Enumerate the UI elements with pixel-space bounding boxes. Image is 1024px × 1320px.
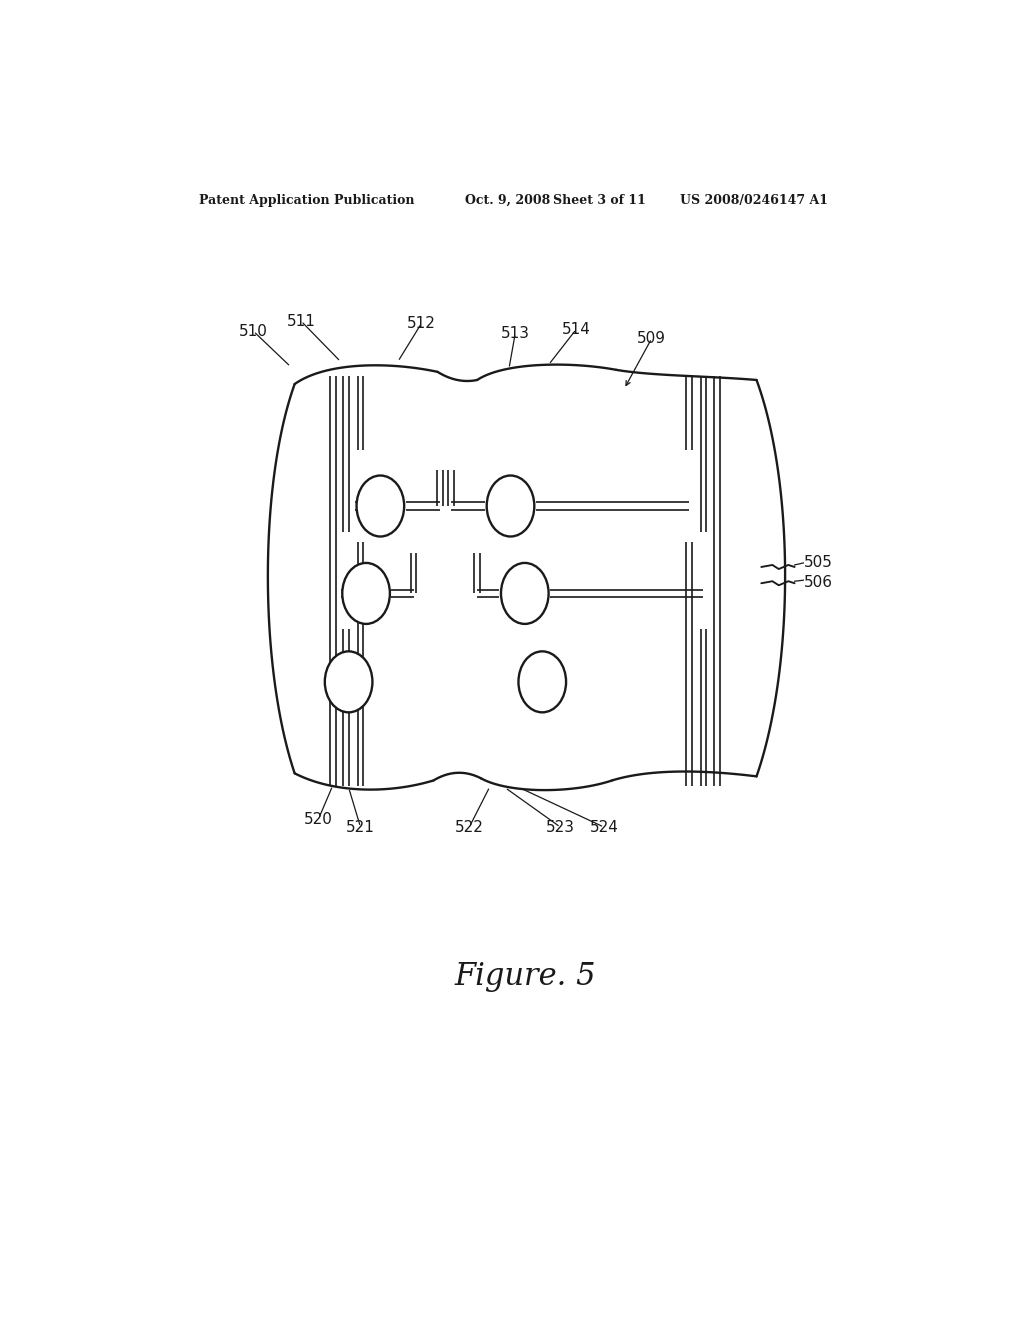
Text: Oct. 9, 2008: Oct. 9, 2008 <box>465 194 551 207</box>
Text: 510: 510 <box>239 323 268 339</box>
Text: 509: 509 <box>637 331 667 346</box>
Text: 524: 524 <box>590 820 618 834</box>
Text: 520: 520 <box>304 812 333 826</box>
Text: Sheet 3 of 11: Sheet 3 of 11 <box>553 194 645 207</box>
Text: 506: 506 <box>804 574 834 590</box>
Circle shape <box>518 651 566 713</box>
Circle shape <box>501 562 549 624</box>
Text: 523: 523 <box>546 820 575 834</box>
Circle shape <box>486 475 535 536</box>
Circle shape <box>356 475 404 536</box>
Text: 512: 512 <box>408 315 436 330</box>
Text: 505: 505 <box>804 556 833 570</box>
Text: US 2008/0246147 A1: US 2008/0246147 A1 <box>680 194 827 207</box>
Text: 514: 514 <box>562 322 591 337</box>
Text: Patent Application Publication: Patent Application Publication <box>200 194 415 207</box>
Circle shape <box>325 651 373 713</box>
Text: 513: 513 <box>501 326 529 341</box>
Text: 521: 521 <box>346 820 375 834</box>
Text: 522: 522 <box>455 820 483 834</box>
Text: 511: 511 <box>287 314 315 329</box>
Text: Figure. 5: Figure. 5 <box>454 961 596 993</box>
Circle shape <box>342 562 390 624</box>
